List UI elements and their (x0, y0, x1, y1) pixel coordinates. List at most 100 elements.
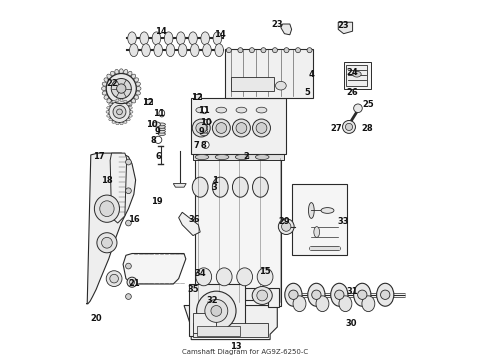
Bar (193, 154, 285, 160)
Text: 16: 16 (128, 215, 140, 224)
Ellipse shape (343, 121, 355, 134)
Text: 33: 33 (338, 217, 349, 226)
Ellipse shape (252, 287, 272, 305)
Text: 34: 34 (195, 269, 206, 278)
Ellipse shape (109, 103, 112, 105)
Ellipse shape (128, 32, 136, 45)
Text: 1: 1 (212, 176, 218, 185)
Ellipse shape (152, 32, 161, 45)
Polygon shape (245, 288, 279, 307)
Bar (225, 49, 313, 98)
Ellipse shape (354, 104, 362, 113)
Ellipse shape (205, 300, 228, 322)
Ellipse shape (278, 219, 294, 234)
Ellipse shape (125, 220, 131, 226)
Text: 9: 9 (199, 127, 205, 136)
Ellipse shape (196, 291, 236, 330)
Ellipse shape (128, 101, 132, 106)
Ellipse shape (155, 136, 162, 143)
Ellipse shape (215, 44, 223, 57)
Text: 23: 23 (271, 19, 283, 28)
Ellipse shape (196, 268, 212, 286)
Ellipse shape (284, 48, 289, 53)
Ellipse shape (216, 268, 232, 286)
Text: Camshaft Diagram for AG9Z-6250-C: Camshaft Diagram for AG9Z-6250-C (182, 349, 308, 355)
Text: 6: 6 (155, 152, 161, 161)
Text: 8: 8 (201, 141, 207, 150)
Ellipse shape (130, 111, 133, 113)
Ellipse shape (104, 78, 109, 82)
Ellipse shape (127, 118, 130, 121)
Text: 24: 24 (347, 68, 359, 77)
Polygon shape (179, 212, 200, 235)
Ellipse shape (101, 237, 112, 248)
Polygon shape (338, 22, 353, 34)
Ellipse shape (116, 99, 119, 102)
Ellipse shape (200, 128, 208, 131)
Text: 4: 4 (308, 70, 314, 79)
Polygon shape (110, 153, 126, 223)
Text: 2: 2 (244, 152, 250, 161)
Ellipse shape (232, 177, 248, 197)
Ellipse shape (117, 84, 126, 93)
Polygon shape (184, 306, 277, 339)
Ellipse shape (339, 296, 352, 312)
Ellipse shape (353, 71, 361, 77)
Ellipse shape (135, 91, 140, 95)
Ellipse shape (125, 159, 131, 165)
Ellipse shape (216, 107, 227, 113)
Bar (193, 323, 269, 337)
Polygon shape (281, 24, 292, 35)
Ellipse shape (136, 87, 141, 90)
Ellipse shape (119, 103, 123, 108)
Ellipse shape (200, 123, 208, 126)
Ellipse shape (125, 188, 131, 194)
Text: 30: 30 (345, 319, 357, 328)
Text: 27: 27 (331, 123, 342, 132)
Ellipse shape (158, 123, 166, 126)
Ellipse shape (256, 107, 267, 113)
Ellipse shape (120, 122, 123, 125)
Ellipse shape (257, 290, 268, 301)
Ellipse shape (158, 130, 166, 133)
Ellipse shape (282, 222, 291, 231)
Bar (193, 314, 216, 333)
Ellipse shape (176, 32, 185, 45)
Polygon shape (123, 253, 186, 284)
Ellipse shape (331, 283, 348, 306)
Ellipse shape (203, 120, 211, 125)
Text: 10: 10 (200, 118, 211, 127)
Ellipse shape (191, 44, 199, 57)
Ellipse shape (200, 125, 208, 128)
Ellipse shape (119, 69, 123, 74)
Bar (292, 184, 347, 255)
Ellipse shape (124, 121, 127, 123)
Ellipse shape (166, 44, 175, 57)
Ellipse shape (212, 119, 230, 137)
Ellipse shape (203, 44, 211, 57)
Ellipse shape (216, 123, 227, 134)
Bar (343, 62, 370, 89)
Ellipse shape (107, 107, 110, 109)
Ellipse shape (354, 283, 371, 306)
Ellipse shape (127, 277, 137, 287)
Ellipse shape (109, 118, 112, 121)
Ellipse shape (152, 122, 160, 127)
Ellipse shape (285, 283, 302, 306)
Ellipse shape (178, 44, 187, 57)
Bar (191, 98, 286, 154)
Text: 9: 9 (154, 127, 160, 136)
Ellipse shape (211, 306, 221, 316)
Text: 5: 5 (305, 87, 311, 96)
Ellipse shape (131, 74, 136, 78)
Text: 25: 25 (363, 100, 374, 109)
Ellipse shape (127, 103, 130, 105)
Ellipse shape (107, 99, 111, 103)
Ellipse shape (102, 91, 107, 95)
Ellipse shape (109, 101, 130, 123)
Text: 18: 18 (101, 176, 113, 185)
Ellipse shape (125, 263, 131, 269)
Ellipse shape (111, 78, 131, 99)
Ellipse shape (129, 114, 132, 117)
Bar (194, 94, 200, 99)
